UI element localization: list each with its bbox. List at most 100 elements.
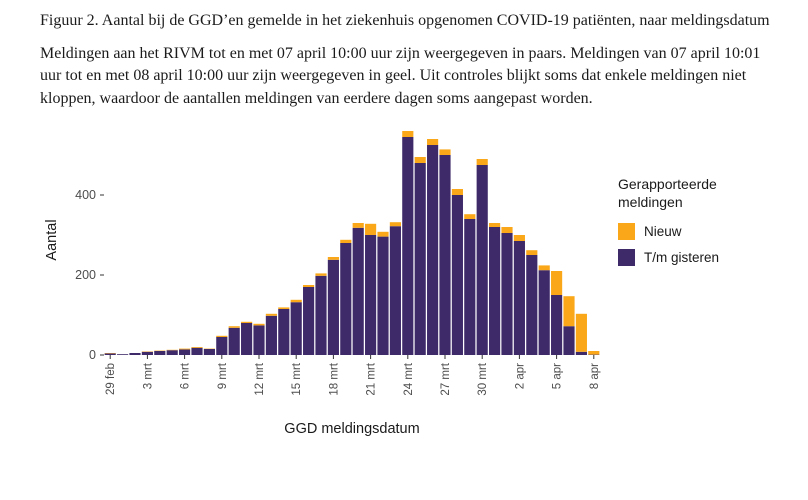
bar-nieuw [216, 335, 228, 337]
bar-nieuw [538, 265, 550, 271]
chart-legend: Gerapporteerde meldingen Nieuw T/m gister… [618, 175, 768, 275]
bar-tm-gisteren [228, 327, 240, 355]
bar-nieuw [575, 313, 587, 352]
bar-tm-gisteren [203, 348, 215, 355]
bar-nieuw [427, 138, 439, 145]
legend-entry-t-m-gisteren: T/m gisteren [618, 249, 768, 267]
bar-tm-gisteren [352, 227, 364, 355]
x-tick-label: 30 mrt [477, 362, 489, 395]
bar-nieuw [402, 130, 414, 137]
x-tick-label: 12 mrt [254, 362, 266, 395]
bar-tm-gisteren [179, 349, 191, 355]
bar-tm-gisteren [141, 351, 153, 355]
bar-tm-gisteren [501, 232, 513, 355]
y-tick-label: 0 [89, 348, 96, 362]
bar-tm-gisteren [451, 194, 463, 355]
bar-tm-gisteren [290, 302, 302, 355]
legend-entry-nieuw: Nieuw [618, 223, 768, 241]
bar-tm-gisteren [513, 240, 525, 355]
bar-nieuw [489, 222, 501, 227]
bar-nieuw [179, 348, 191, 350]
bar-tm-gisteren [563, 326, 575, 355]
bar-tm-gisteren [575, 351, 587, 355]
x-tick-label: 8 apr [589, 363, 601, 389]
bar-tm-gisteren [303, 286, 315, 355]
bar-nieuw [290, 299, 302, 303]
legend-swatch [618, 223, 635, 241]
bar-nieuw [389, 222, 401, 227]
bar-tm-gisteren [129, 352, 141, 355]
bar-tm-gisteren [154, 350, 166, 355]
bar-tm-gisteren [216, 336, 228, 355]
bar-tm-gisteren [315, 275, 327, 355]
bar-nieuw [327, 256, 339, 260]
bar-nieuw [377, 231, 389, 237]
x-tick-label: 9 mrt [217, 362, 229, 389]
x-tick-label: 29 feb [105, 363, 117, 395]
bar-nieuw [278, 307, 290, 309]
bar-tm-gisteren [117, 354, 129, 355]
bar-nieuw [588, 350, 600, 355]
x-tick-label: 3 mrt [142, 362, 154, 389]
bar-tm-gisteren [265, 315, 277, 355]
legend-title: Gerapporteerde meldingen [618, 175, 717, 211]
bar-tm-gisteren [278, 308, 290, 355]
bar-tm-gisteren [476, 164, 488, 355]
bar-nieuw [365, 223, 377, 235]
bar-nieuw [439, 149, 451, 155]
x-tick-label: 6 mrt [180, 362, 192, 389]
figure-title: Figuur 2. Aantal bij de GGD’en gemelde i… [40, 12, 770, 29]
bar-nieuw [241, 321, 253, 323]
figure-chart-area: 0 200 400 29 feb 3 mrt 6 mrt 9 mrt 12 mrt 15 mrt… [40, 115, 770, 441]
bar-tm-gisteren [439, 154, 451, 355]
bar-tm-gisteren [427, 144, 439, 355]
report-page: Figuur 2. Aantal bij de GGD’en gemelde i… [40, 12, 770, 441]
bar-tm-gisteren [402, 136, 414, 355]
bar-nieuw [303, 284, 315, 287]
legend-label: T/m gisteren [644, 250, 720, 266]
x-tick-label: 18 mrt [328, 362, 340, 395]
figure-description: Meldingen aan het RIVM tot en met 07 apr… [40, 44, 761, 108]
bar-nieuw [464, 214, 476, 219]
bar-nieuw [352, 222, 364, 228]
x-tick-label: 15 mrt [291, 362, 303, 395]
legend-label: Nieuw [644, 224, 682, 240]
x-tick-label: 5 apr [552, 363, 564, 389]
bar-nieuw [513, 234, 525, 241]
bar-nieuw [191, 346, 203, 348]
y-tick-label: 200 [75, 268, 96, 282]
bar-tm-gisteren [241, 322, 253, 355]
bar-tm-gisteren [489, 226, 501, 355]
bar-nieuw [253, 323, 265, 326]
bar-tm-gisteren [377, 236, 389, 355]
y-tick-label: 400 [75, 188, 96, 202]
bar-tm-gisteren [414, 162, 426, 355]
y-axis-label: Aantal [44, 219, 60, 260]
x-axis-label: GGD meldingsdatum [284, 421, 419, 437]
bar-nieuw [414, 156, 426, 163]
bar-tm-gisteren [166, 350, 178, 355]
x-tick-label: 27 mrt [440, 362, 452, 395]
legend-swatch [618, 249, 635, 267]
bar-tm-gisteren [538, 270, 550, 355]
bar-tm-gisteren [464, 218, 476, 355]
bar-nieuw [501, 226, 513, 233]
bar-nieuw [563, 296, 575, 327]
x-tick-label: 21 mrt [366, 362, 378, 395]
bar-nieuw [451, 188, 463, 195]
bar-tm-gisteren [327, 259, 339, 355]
bar-nieuw [551, 270, 563, 295]
bar-tm-gisteren [253, 325, 265, 355]
bar-nieuw [315, 273, 327, 276]
bar-nieuw [265, 313, 277, 316]
bar-tm-gisteren [191, 347, 203, 355]
bar-nieuw [228, 326, 240, 328]
x-tick-label: 2 apr [514, 363, 526, 389]
bar-nieuw [476, 158, 488, 165]
bar-tm-gisteren [104, 353, 116, 355]
x-tick-label: 24 mrt [403, 362, 415, 395]
legend-entries: Nieuw T/m gisteren [618, 223, 768, 267]
bar-tm-gisteren [526, 254, 538, 355]
bar-nieuw [340, 239, 352, 243]
bar-tm-gisteren [551, 294, 563, 355]
